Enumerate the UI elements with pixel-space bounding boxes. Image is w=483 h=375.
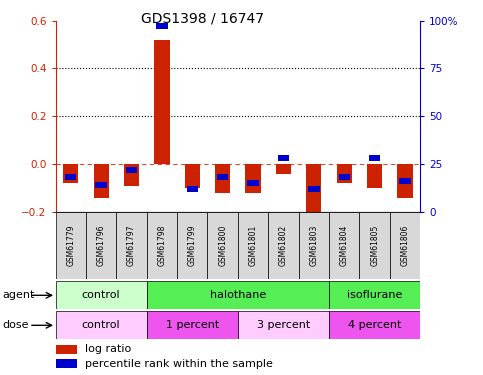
Bar [329, 281, 420, 309]
Bar [124, 164, 139, 186]
Text: 4 percent: 4 percent [348, 320, 401, 330]
Text: GSM61798: GSM61798 [157, 225, 167, 266]
Text: control: control [82, 290, 120, 300]
Bar [298, 212, 329, 279]
Text: GSM61799: GSM61799 [188, 225, 197, 266]
Text: GSM61800: GSM61800 [218, 225, 227, 266]
Text: log ratio: log ratio [85, 345, 131, 354]
Text: GSM61804: GSM61804 [340, 225, 349, 266]
Bar [116, 212, 147, 279]
Text: GSM61801: GSM61801 [249, 225, 257, 266]
Bar [359, 212, 390, 279]
Bar [177, 212, 208, 279]
Bar [147, 281, 329, 309]
Bar [56, 311, 147, 339]
Bar [329, 212, 359, 279]
Bar [367, 164, 382, 188]
Text: 3 percent: 3 percent [257, 320, 310, 330]
Bar [94, 164, 109, 198]
Text: GSM61802: GSM61802 [279, 225, 288, 266]
Text: GSM61796: GSM61796 [97, 225, 106, 266]
Text: percentile rank within the sample: percentile rank within the sample [85, 358, 272, 369]
Bar [215, 164, 230, 193]
Bar [147, 311, 238, 339]
Text: GSM61797: GSM61797 [127, 225, 136, 266]
Text: halothane: halothane [210, 290, 266, 300]
Bar [369, 155, 380, 161]
Bar [65, 174, 76, 180]
Bar [185, 164, 200, 188]
Bar [86, 212, 116, 279]
Bar [276, 164, 291, 174]
Bar [337, 164, 352, 183]
Text: GDS1398 / 16747: GDS1398 / 16747 [142, 11, 264, 25]
Bar [126, 167, 137, 173]
Bar [208, 212, 238, 279]
Bar [247, 180, 259, 186]
Bar [96, 182, 107, 188]
Text: GSM61803: GSM61803 [309, 225, 318, 266]
Bar [217, 174, 228, 180]
Bar [245, 164, 261, 193]
Text: GSM61805: GSM61805 [370, 225, 379, 266]
Bar [278, 155, 289, 161]
Bar [154, 40, 170, 164]
Bar [329, 311, 420, 339]
Text: GSM61806: GSM61806 [400, 225, 410, 266]
Text: dose: dose [2, 320, 29, 330]
Bar [308, 186, 320, 192]
Bar [398, 164, 412, 198]
Bar [56, 345, 77, 354]
Bar [156, 23, 168, 29]
Bar [268, 212, 298, 279]
Text: 1 percent: 1 percent [166, 320, 219, 330]
Bar [306, 164, 322, 217]
Text: agent: agent [2, 290, 35, 300]
Bar [56, 358, 77, 368]
Text: control: control [82, 320, 120, 330]
Bar [56, 281, 147, 309]
Bar [147, 212, 177, 279]
Bar [186, 186, 198, 192]
Bar [399, 178, 411, 184]
Bar [238, 311, 329, 339]
Bar [339, 174, 350, 180]
Text: isoflurane: isoflurane [347, 290, 402, 300]
Text: GSM61779: GSM61779 [66, 225, 75, 266]
Bar [63, 164, 78, 183]
Bar [390, 212, 420, 279]
Bar [238, 212, 268, 279]
Bar [56, 212, 86, 279]
